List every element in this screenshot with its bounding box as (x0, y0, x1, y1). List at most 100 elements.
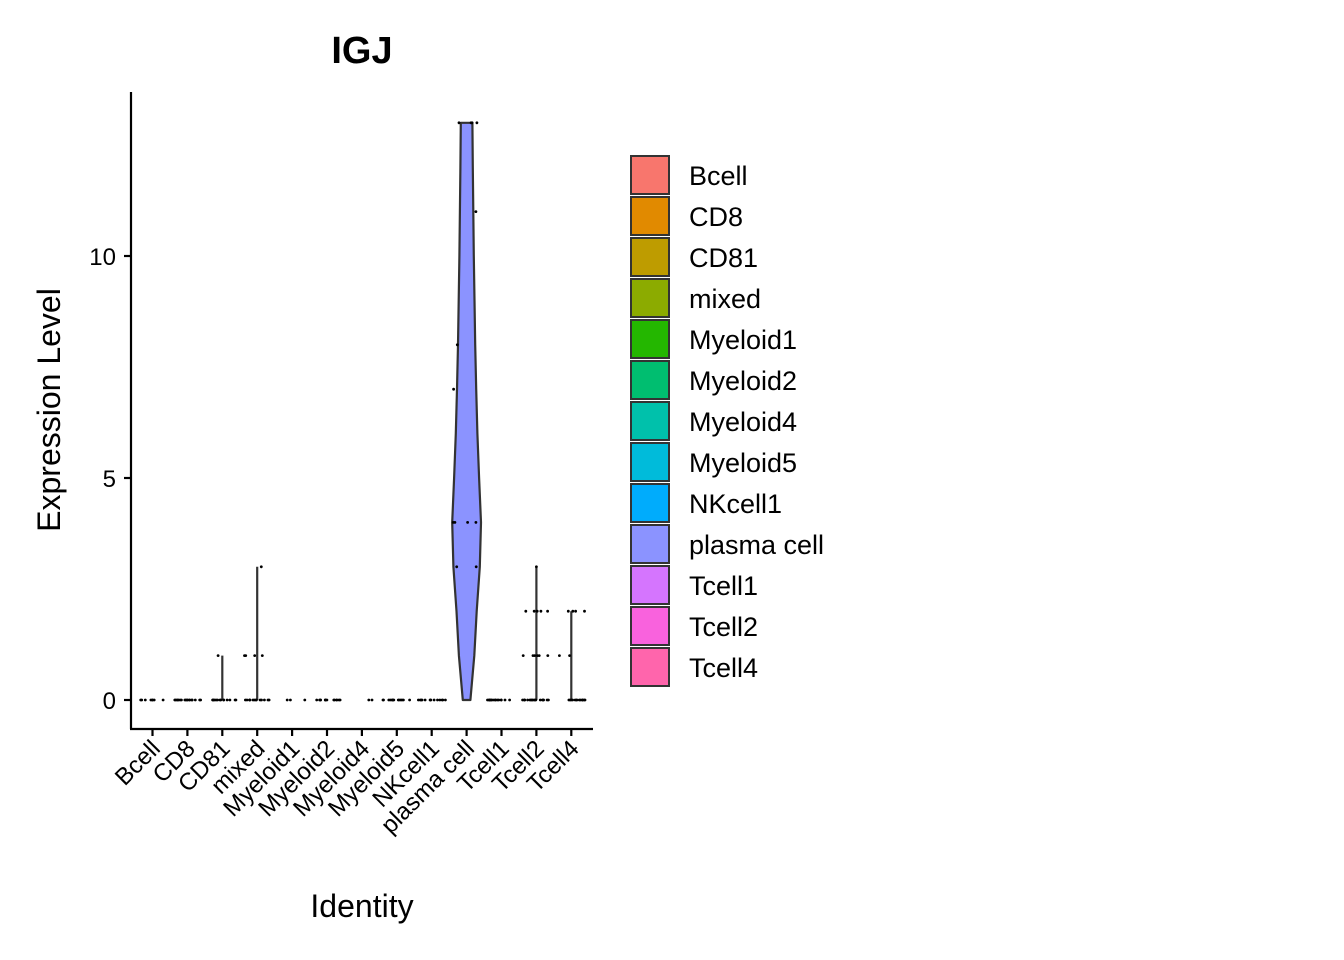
point-cd81 (216, 698, 220, 702)
point-nkcell1 (429, 698, 433, 702)
point-plasma-cell (452, 387, 455, 391)
point-plasma-cell (457, 121, 461, 125)
point-myeloid5 (397, 698, 401, 702)
point-mixed (253, 654, 257, 657)
y-axis-title: Expression Level (31, 288, 67, 532)
legend-label: CD8 (689, 202, 743, 232)
point-tcell2 (533, 698, 537, 702)
legend-swatch (630, 278, 670, 318)
point-nkcell1 (420, 698, 424, 702)
legend-label: Tcell2 (689, 612, 758, 642)
point-plasma-cell (469, 121, 473, 125)
x-axis-ticks: BcellCD8CD81mixedMyeloid1Myeloid2Myeloid… (110, 729, 585, 839)
point-myeloid2 (319, 698, 322, 702)
point-tcell4 (583, 609, 586, 613)
point-myeloid2 (335, 698, 339, 702)
point-tcell2 (539, 609, 543, 613)
x-axis-title: Identity (310, 888, 413, 924)
point-cd8 (199, 698, 203, 702)
point-tcell4 (567, 698, 571, 702)
legend-label: CD81 (689, 243, 758, 273)
point-tcell4 (568, 654, 571, 657)
point-mixed (263, 698, 266, 702)
point-tcell2 (529, 698, 533, 702)
point-tcell4 (566, 609, 570, 613)
point-plasma-cell (451, 521, 455, 524)
legend-label: Myeloid4 (689, 407, 797, 437)
legend-swatch (630, 565, 670, 605)
point-tcell4 (574, 609, 577, 613)
point-cd81 (228, 698, 232, 702)
y-tick-label: 10 (89, 244, 116, 271)
legend-label: NKcell1 (689, 489, 782, 519)
point-mixed (248, 698, 251, 702)
point-cd8 (190, 698, 194, 702)
point-tcell1 (497, 698, 501, 702)
point-cd81 (213, 698, 217, 702)
point-cd8 (187, 698, 191, 702)
point-mixed (266, 698, 270, 702)
legend-swatch (630, 401, 670, 441)
legend-label: Myeloid5 (689, 448, 797, 478)
point-cd81 (234, 698, 238, 702)
point-tcell2 (521, 654, 525, 657)
point-myeloid5 (408, 698, 411, 702)
legend-swatch (630, 196, 670, 236)
legend-label: Myeloid1 (689, 325, 797, 355)
point-mixed (260, 698, 263, 702)
point-tcell2 (541, 698, 544, 702)
point-cd81 (211, 698, 215, 702)
legend-swatch (630, 319, 670, 359)
point-myeloid5 (402, 698, 405, 702)
legend-swatch (630, 442, 670, 482)
point-mixed (254, 698, 258, 702)
legend-label: Tcell1 (689, 571, 758, 601)
point-tcell2 (546, 654, 550, 657)
point-cd81 (225, 698, 229, 702)
point-tcell4 (583, 698, 587, 702)
legend-swatch (630, 647, 670, 687)
point-myeloid2 (315, 698, 319, 702)
y-tick-label: 0 (103, 688, 116, 715)
legend-swatch (630, 524, 670, 564)
point-cd8 (193, 698, 197, 702)
plot-area (139, 121, 587, 702)
legend-swatch (630, 483, 670, 523)
point-myeloid4 (370, 698, 374, 702)
point-tcell4 (558, 654, 561, 657)
point-tcell2 (546, 609, 549, 613)
point-tcell1 (489, 698, 492, 702)
point-tcell4 (571, 698, 574, 702)
point-tcell1 (508, 698, 511, 702)
point-tcell2 (531, 654, 535, 657)
point-myeloid5 (391, 698, 395, 702)
point-tcell2 (524, 609, 528, 613)
point-myeloid2 (333, 698, 336, 702)
point-tcell4 (579, 698, 582, 702)
point-cd81 (219, 698, 223, 702)
point-myeloid5 (388, 698, 392, 702)
point-nkcell1 (417, 698, 420, 702)
point-cd8 (173, 698, 177, 702)
point-nkcell1 (432, 698, 436, 702)
point-plasma-cell (475, 121, 479, 125)
point-myeloid4 (367, 698, 371, 702)
point-tcell2 (526, 698, 529, 702)
point-bcell (143, 698, 147, 702)
point-tcell1 (486, 698, 489, 702)
point-nkcell1 (438, 698, 442, 702)
point-tcell1 (494, 698, 498, 702)
point-bcell (139, 698, 143, 702)
violin-plasma-cell (451, 121, 483, 702)
point-nkcell1 (441, 698, 445, 702)
point-cd8 (184, 698, 188, 702)
point-nkcell1 (444, 698, 447, 702)
point-nkcell1 (423, 698, 427, 702)
point-tcell2 (536, 654, 539, 657)
point-tcell2 (535, 609, 539, 613)
y-axis-ticks: 0 5 10 (89, 244, 131, 715)
point-nkcell1 (436, 698, 439, 702)
legend-label: Tcell4 (689, 653, 758, 683)
point-myeloid1 (289, 698, 292, 702)
